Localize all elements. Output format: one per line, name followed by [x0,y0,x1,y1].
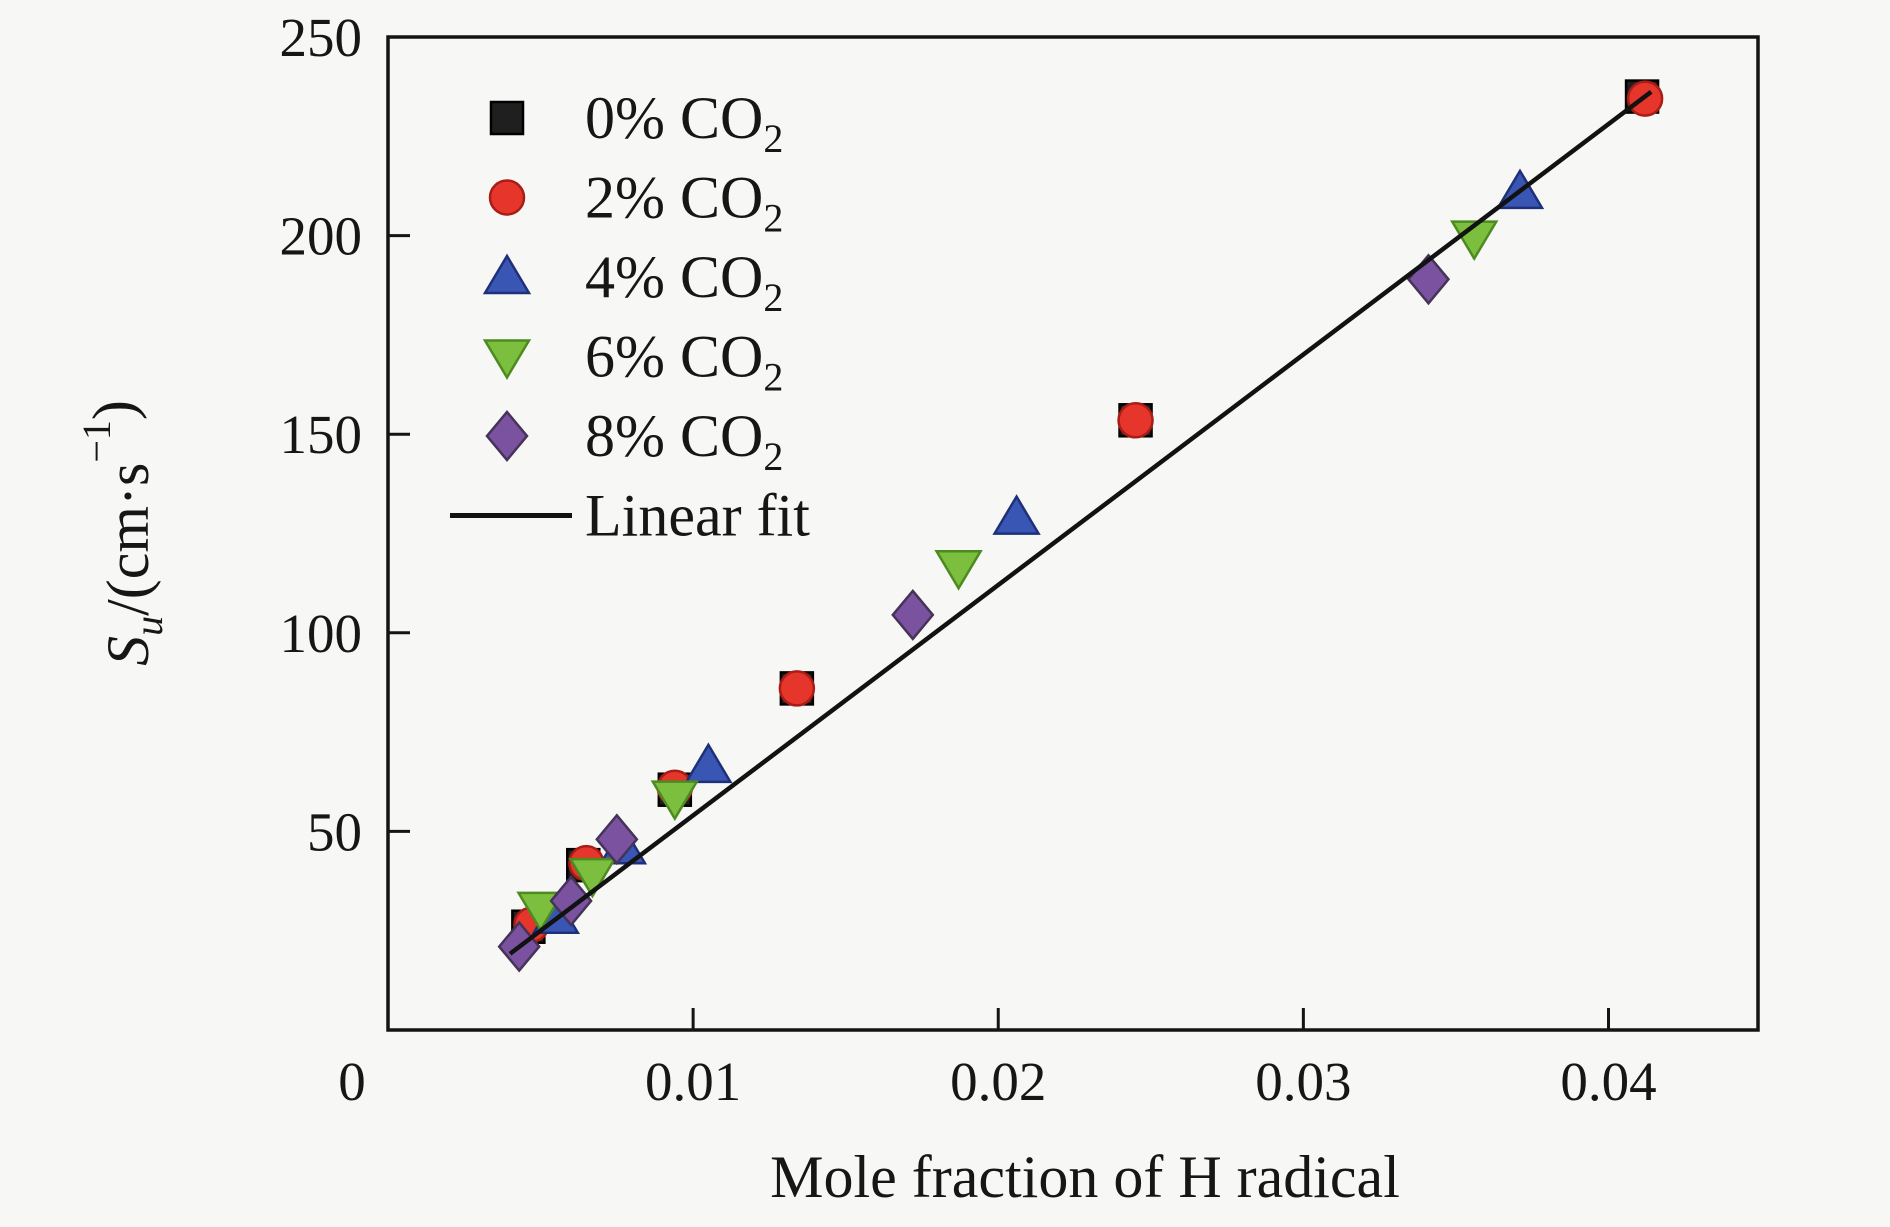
legend-label: 0% CO2 [585,85,783,161]
y-axis-title: Su​/(cm·s−1​) [74,400,171,666]
data-point [595,813,639,866]
x-tick-label: 0.04 [1560,1051,1656,1112]
plot-frame [386,35,1760,1032]
data-point [778,670,816,707]
legend-label: 8% CO2 [585,403,783,479]
y-tick-label: 50 [307,801,362,862]
y-tick-label: 250 [280,7,363,68]
y-tick-label: 200 [280,206,363,267]
circle-legend-marker-icon [488,179,526,216]
x-axis: 0 0.01 0.02 0.03 0.04 [338,1008,1657,1112]
data-point [1117,402,1154,439]
data-point [891,588,935,641]
legend-item-0-co2: 0% CO2 [489,85,783,161]
triangle-up-legend-marker-icon [482,253,532,295]
legend-label: 4% CO2 [585,244,783,320]
square-legend-marker-icon [489,100,525,136]
data-point [992,494,1041,535]
data-point [684,742,733,784]
legend-item-linear-fit: Linear fit [450,483,810,549]
y-tick-label: 100 [280,603,363,664]
x-axis-title: Mole fraction of H radical [770,1144,1400,1210]
legend-label: 6% CO2 [585,324,783,400]
x-tick-label: 0.01 [645,1051,741,1112]
data-point [1450,220,1499,262]
diamond-legend-marker-icon [485,410,529,462]
data-point [650,780,700,822]
legend-label: 2% CO2 [585,165,783,241]
x-tick-label: 0.03 [1255,1051,1351,1112]
legend-item-8-co2: 8% CO2 [485,403,783,479]
triangle-down-legend-marker-icon [482,339,532,380]
legend-label: Linear fit [585,483,810,549]
x-tick-label: 0.02 [950,1051,1046,1112]
data-point [568,857,617,899]
series-6-co2 [516,220,1499,933]
legend-item-6-co2: 6% CO2 [482,324,783,400]
x-tick-label: 0 [338,1051,366,1112]
legend-item-2-co2: 2% CO2 [488,165,783,241]
data-point [934,550,983,591]
linear-fit-line [508,90,1653,956]
y-axis: 50 100 150 200 250 [280,7,410,862]
y-tick-label: 150 [280,404,363,465]
legend-item-4-co2: 4% CO2 [482,244,783,320]
